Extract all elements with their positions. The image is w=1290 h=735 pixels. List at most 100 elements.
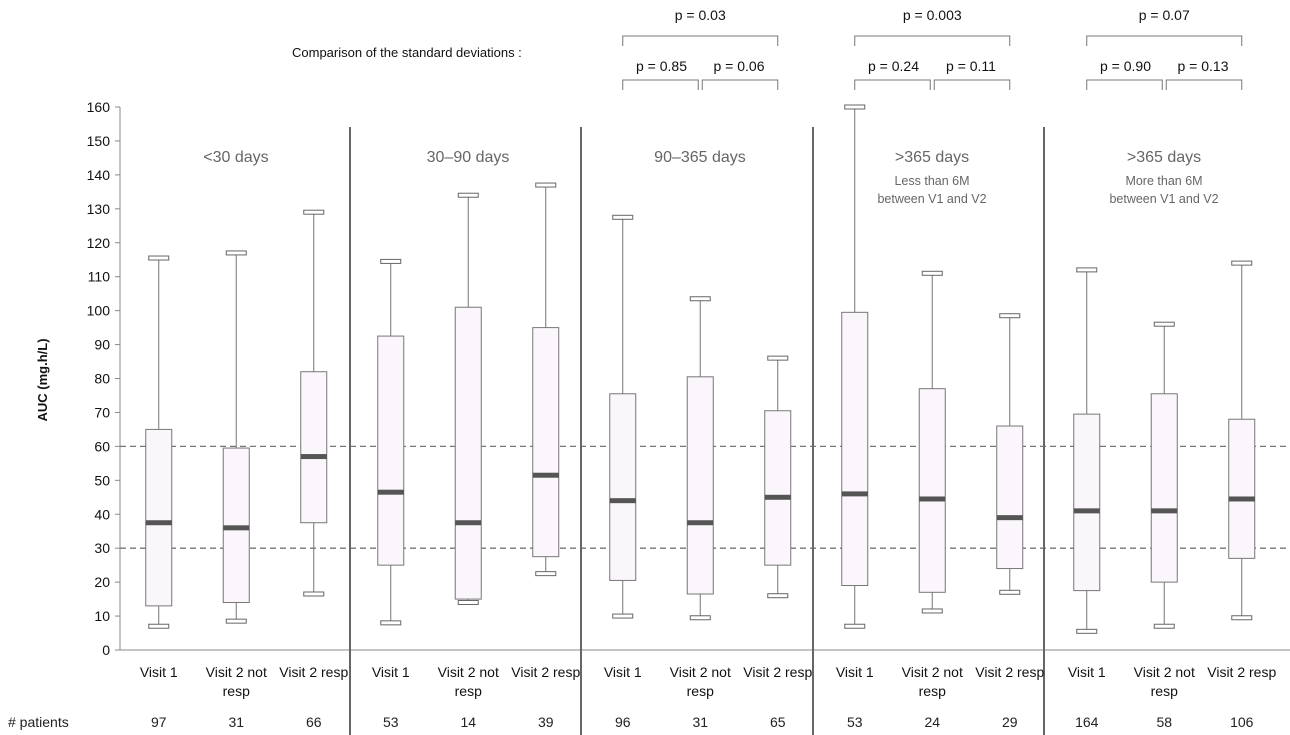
whisker-cap-max [1153, 321, 1175, 327]
panel-subtitle: Less than 6M [894, 174, 969, 188]
box [1150, 393, 1178, 583]
patient-count: 29 [1002, 714, 1018, 730]
whisker-cap-min [921, 608, 943, 614]
median-bar [687, 520, 714, 526]
category-label: Visit 2 not [1134, 664, 1195, 680]
y-tick-label: 150 [87, 133, 111, 149]
median-bar [455, 520, 482, 526]
comparison-label: Comparison of the standard deviations : [292, 45, 522, 60]
whisker-cap-max [380, 258, 402, 264]
box [686, 376, 714, 595]
whisker-cap-min [380, 620, 402, 626]
patient-count: 97 [151, 714, 167, 730]
median-bar [377, 489, 404, 495]
bracket-left [622, 79, 699, 90]
y-tick-label: 140 [87, 167, 111, 183]
category-label: Visit 2 not [902, 664, 963, 680]
whisker-cap-min [148, 623, 170, 629]
y-tick-label: 60 [94, 438, 110, 454]
whisker-cap-min [457, 599, 479, 605]
pvalue-left: p = 0.85 [636, 58, 687, 74]
y-tick-label: 40 [94, 506, 110, 522]
bracket-left [854, 79, 931, 90]
patient-count: 39 [538, 714, 554, 730]
category-label: resp [455, 683, 482, 699]
whisker-cap-max [767, 355, 789, 361]
y-tick-label: 110 [88, 269, 111, 285]
category-label: Visit 2 not [206, 664, 267, 680]
bracket-overall [1086, 35, 1243, 46]
median-bar [841, 491, 868, 497]
patients-label: # patients [8, 714, 69, 730]
median-bar [764, 494, 791, 500]
median-bar [919, 496, 946, 502]
bracket-right [701, 79, 779, 90]
y-tick-label: 20 [94, 574, 110, 590]
category-label: Visit 1 [1068, 664, 1106, 680]
box [918, 388, 946, 593]
whisker-cap-min [1153, 623, 1175, 629]
category-label: Visit 2 resp [1207, 664, 1276, 680]
panel-subtitle: between V1 and V2 [1109, 192, 1218, 206]
median-bar [145, 520, 172, 526]
category-label: Visit 2 resp [511, 664, 580, 680]
box [145, 428, 173, 607]
box [609, 393, 637, 581]
whisker-cap-max [612, 214, 634, 220]
pvalue-overall: p = 0.003 [903, 7, 962, 23]
category-label: resp [919, 683, 946, 699]
box [1228, 418, 1256, 559]
box [300, 371, 328, 524]
bracket-left [1086, 79, 1163, 90]
pvalue-left: p = 0.90 [1100, 58, 1151, 74]
whisker-cap-max [303, 209, 325, 215]
box [532, 327, 560, 558]
whisker-cap-max [1231, 260, 1253, 266]
whisker-cap-min [225, 618, 247, 624]
whisker-cap-min [767, 593, 789, 599]
patient-count: 96 [615, 714, 631, 730]
panel-title: >365 days [895, 149, 969, 166]
y-tick-label: 130 [87, 201, 111, 217]
median-bar [1073, 508, 1100, 514]
patient-count: 31 [228, 714, 244, 730]
whisker-cap-max [844, 104, 866, 110]
category-label: Visit 1 [140, 664, 178, 680]
median-bar [300, 454, 327, 460]
whisker-cap-min [689, 615, 711, 621]
pvalue-overall: p = 0.03 [675, 7, 726, 23]
y-tick-label: 100 [87, 303, 111, 319]
whisker-cap-max [1076, 267, 1098, 273]
whisker-cap-min [303, 591, 325, 597]
y-tick-label: 0 [102, 642, 110, 658]
y-tick-label: 120 [87, 235, 111, 251]
box [996, 425, 1024, 570]
category-label: Visit 1 [604, 664, 642, 680]
patient-count: 53 [847, 714, 863, 730]
whisker-cap-max [225, 250, 247, 256]
y-tick-label: 90 [94, 337, 110, 353]
whisker-cap-max [921, 270, 943, 276]
box [1073, 413, 1101, 592]
whisker-cap-min [1231, 615, 1253, 621]
patient-count: 65 [770, 714, 786, 730]
median-bar [609, 498, 636, 504]
panel-subtitle: More than 6M [1125, 174, 1202, 188]
y-tick-label: 80 [94, 371, 110, 387]
whisker-cap-min [844, 623, 866, 629]
patient-count: 66 [306, 714, 322, 730]
patient-count: 164 [1075, 714, 1099, 730]
box [764, 410, 792, 566]
box [377, 335, 405, 566]
pvalue-right: p = 0.13 [1178, 58, 1229, 74]
whisker-cap-max [457, 192, 479, 198]
patient-count: 31 [692, 714, 708, 730]
whisker-cap-max [535, 182, 557, 188]
panel-subtitle: between V1 and V2 [877, 192, 986, 206]
y-tick-label: 160 [87, 99, 111, 115]
median-bar [1228, 496, 1255, 502]
pvalue-left: p = 0.24 [868, 58, 919, 74]
whisker-cap-max [148, 255, 170, 261]
whisker-cap-min [999, 589, 1021, 595]
patient-count: 106 [1230, 714, 1254, 730]
